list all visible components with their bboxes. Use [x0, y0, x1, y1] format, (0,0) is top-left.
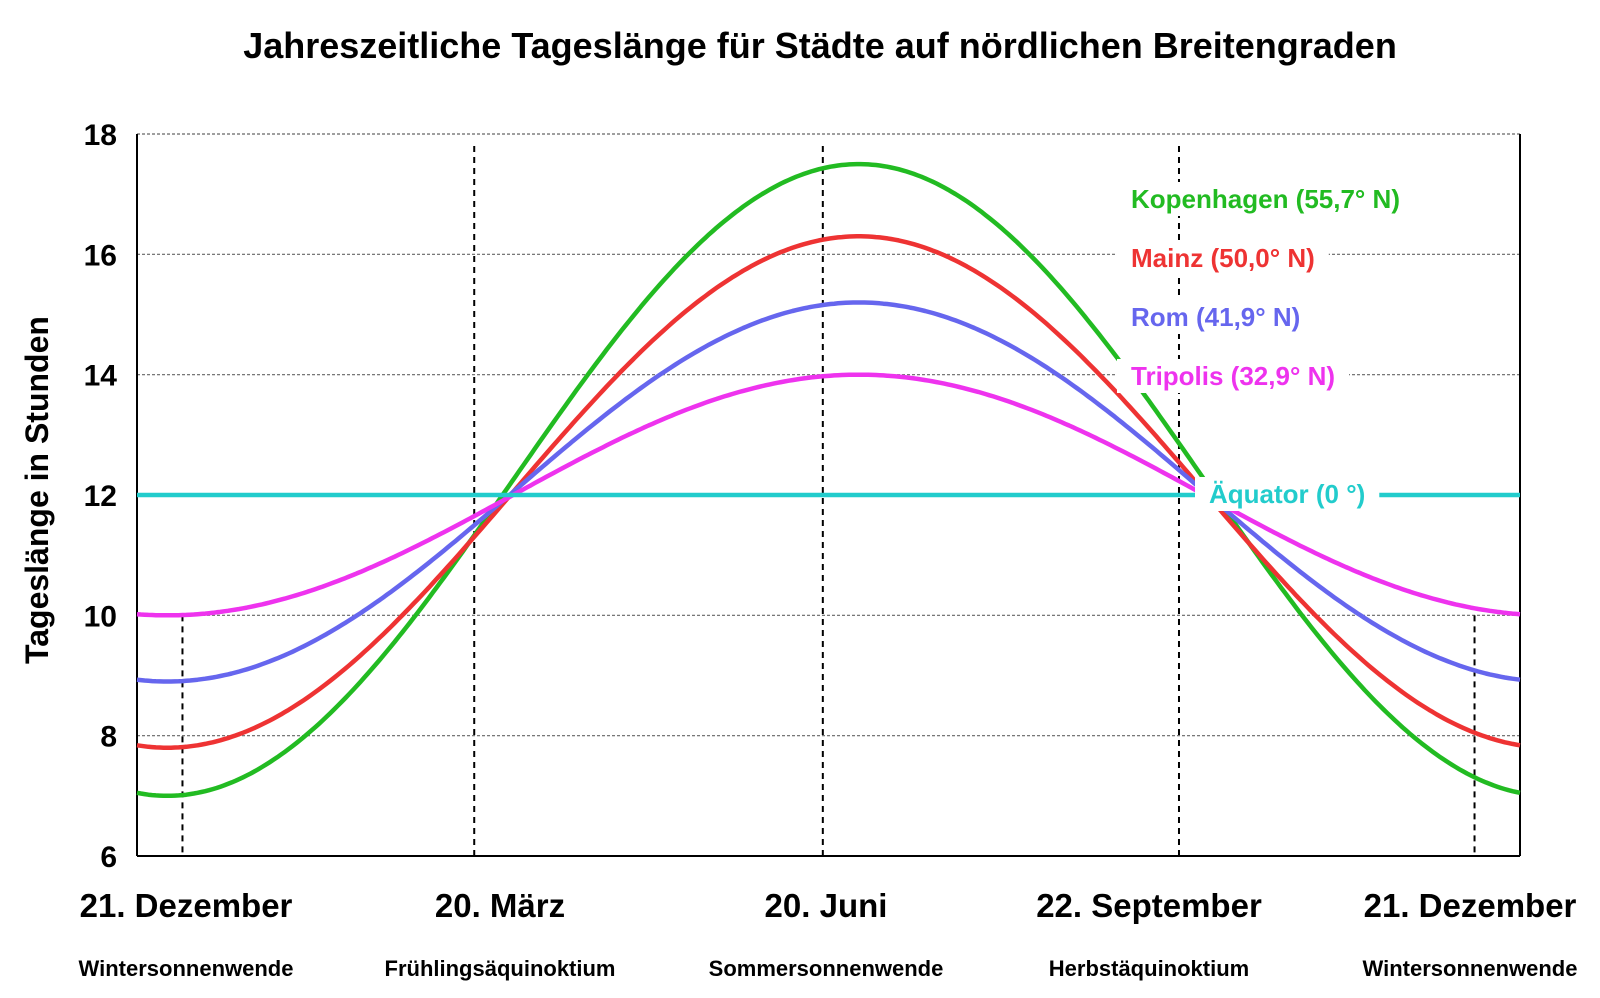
y-tick-label: 8: [100, 721, 117, 754]
chart-title: Jahreszeitliche Tageslänge für Städte au…: [243, 25, 1397, 66]
grid-layer: [137, 133, 1520, 737]
y-tick-label: 12: [84, 480, 117, 513]
x-tick-label: 20. März: [435, 887, 565, 924]
x-tick-sublabel: Wintersonnenwende: [79, 956, 294, 981]
y-tick-label: 18: [84, 119, 117, 152]
legend-label-backdrop: [1117, 359, 1350, 393]
legend-label: Äquator (0 °): [1209, 479, 1365, 509]
x-tick-sublabel: Frühlingsäquinoktium: [385, 956, 616, 981]
x-tick-sublabel: Sommersonnenwende: [709, 956, 944, 981]
y-tick-labels: 6 8 10 12 14 16 18: [84, 119, 118, 874]
series-line-0: [136, 161, 1521, 799]
y-tick-label: 6: [100, 841, 117, 874]
x-tick-label: 20. Juni: [765, 887, 888, 924]
legend-label: Mainz (50,0° N): [1131, 243, 1315, 273]
x-tick-sublabel: Wintersonnenwende: [1363, 956, 1578, 981]
x-tick-sublabel: Herbstäquinoktium: [1049, 956, 1249, 981]
series-layer: [136, 161, 1521, 799]
x-tick-label: 21. Dezember: [1364, 887, 1577, 924]
legend-label: Tripolis (32,9° N): [1131, 361, 1335, 391]
legend-label: Rom (41,9° N): [1131, 302, 1300, 332]
series-line-3: [136, 372, 1521, 618]
legend-label-backdrop: [1195, 477, 1380, 511]
y-axis-label: Tageslänge in Stunden: [19, 316, 55, 664]
legend-label-backdrop: [1117, 300, 1315, 334]
x-tick-label: 21. Dezember: [80, 887, 293, 924]
series-line-1: [136, 234, 1521, 750]
legend-label: Kopenhagen (55,7° N): [1131, 184, 1400, 214]
y-tick-label: 16: [84, 239, 117, 272]
legend-label-backdrop: [1117, 241, 1329, 275]
y-tick-label: 10: [84, 600, 117, 633]
legend-label-backdrop: [1117, 182, 1414, 216]
legend-layer: Kopenhagen (55,7° N) Mainz (50,0° N) Rom (…: [1117, 182, 1414, 511]
y-tick-label: 14: [84, 360, 118, 393]
x-tick-labels: 21. Dezember Wintersonnenwende 20. März Frü…: [79, 887, 1578, 981]
vertical-marker-layer: [181, 146, 1476, 856]
x-tick-label: 22. September: [1036, 887, 1262, 924]
series-line-2: [136, 300, 1521, 684]
